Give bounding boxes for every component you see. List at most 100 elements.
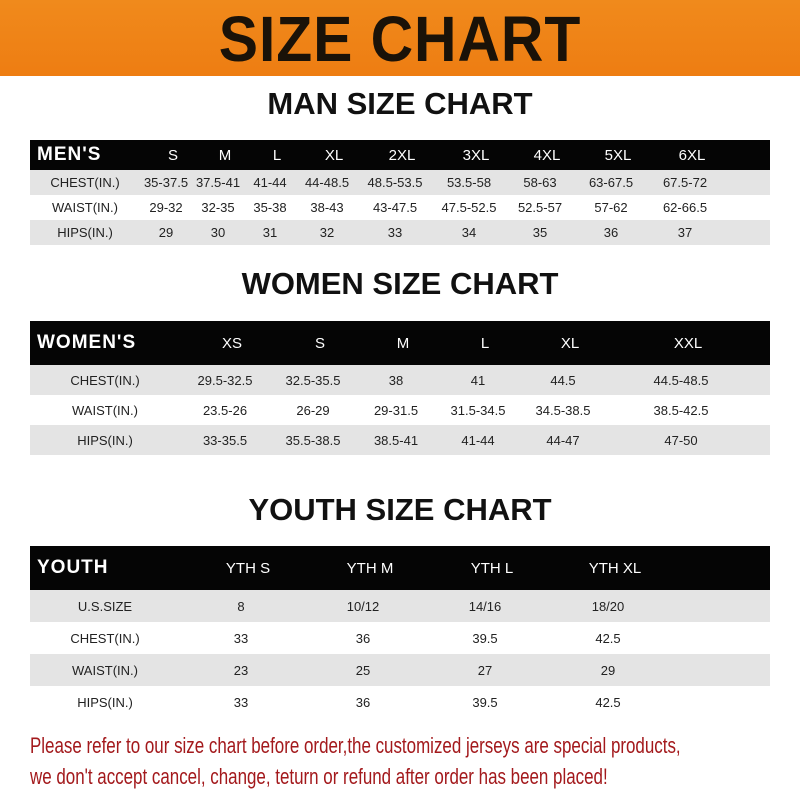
table-cell: YTH XL [588, 559, 642, 577]
table-cell: 44-48.5 [304, 175, 350, 190]
table-header-row: YOUTH YTH S YTH M YTH L YTH XL [30, 546, 770, 590]
table-cell: 44.5 [550, 372, 576, 388]
table-cell: S [167, 146, 178, 164]
table-cell: 33 [387, 225, 403, 240]
men-size-table: MEN'S S M L XL 2XL 3XL 4XL 5XL 6XL CHEST(IN.) 35-37… [30, 140, 770, 245]
table-cell: 36 [355, 630, 371, 646]
table-cell: 29.5-32.5 [197, 372, 253, 388]
table-cell: XL [324, 146, 344, 164]
table-cell: 36 [603, 225, 619, 240]
table-cell: 33 [233, 630, 249, 646]
table-cell: 2XL [388, 146, 416, 164]
table-header-row: MEN'S S M L XL 2XL 3XL 4XL 5XL 6XL [30, 140, 770, 170]
table-cell: 58-63 [523, 175, 557, 190]
table-cell: 42.5 [595, 694, 621, 710]
table-cell: 4XL [533, 146, 561, 164]
table-cell: 6XL [678, 146, 706, 164]
table-cell: 23 [233, 662, 249, 678]
order-note-line-1: Please refer to our size chart before or… [30, 733, 681, 758]
table-cell: 42.5 [595, 630, 621, 646]
table-row: HIPS(IN.) 33-35.5 35.5-38.5 38.5-41 41-44 44-… [30, 425, 770, 455]
table-cell: 32.5-35.5 [285, 372, 341, 388]
row-label: WOMEN'S [37, 332, 137, 353]
table-cell: 23.5-26 [202, 402, 248, 418]
table-cell: 26-29 [296, 402, 330, 418]
youth-size-table: YOUTH YTH S YTH M YTH L YTH XL U.S.SIZE 8 10/12… [30, 546, 770, 718]
table-cell: 27 [477, 662, 493, 678]
row-label: MEN'S [37, 144, 102, 165]
table-cell: 31.5-34.5 [450, 402, 506, 418]
table-row: WAIST(IN.) 23.5-26 26-29 29-31.5 31.5-34.5 34… [30, 395, 770, 425]
row-label: CHEST(IN.) [70, 372, 140, 388]
table-cell: 10/12 [346, 598, 380, 614]
table-cell: 38.5-42.5 [653, 402, 709, 418]
table-row: HIPS(IN.) 29 30 31 32 33 34 35 36 37 [30, 220, 770, 245]
table-cell: 44-47 [546, 432, 580, 448]
table-row: WAIST(IN.) 29-32 32-35 35-38 38-43 43-47.5 47.… [30, 195, 770, 220]
women-section-title: WOMEN SIZE CHART [241, 266, 559, 301]
table-cell: L [272, 146, 282, 164]
table-cell: 39.5 [472, 630, 498, 646]
table-cell: 8 [237, 598, 245, 614]
table-row: WAIST(IN.) 23 25 27 29 [30, 654, 770, 686]
table-cell: 63-67.5 [588, 175, 634, 190]
table-header-row: WOMEN'S XS S M L XL XXL [30, 321, 770, 365]
table-cell: 31 [262, 225, 278, 240]
table-row: HIPS(IN.) 33 36 39.5 42.5 [30, 686, 770, 718]
men-section-title: MAN SIZE CHART [267, 86, 533, 121]
table-cell: XS [221, 334, 242, 352]
table-cell: 62-66.5 [662, 200, 708, 215]
table-cell: 47.5-52.5 [441, 200, 497, 215]
table-cell: 29 [158, 225, 174, 240]
table-cell: L [480, 334, 490, 352]
women-size-table: WOMEN'S XS S M L XL XXL CHEST(IN.) 29.5-32.5 32.5… [30, 321, 770, 455]
table-cell: YTH M [346, 559, 394, 577]
table-cell: 47-50 [664, 432, 698, 448]
table-cell: XL [560, 334, 580, 352]
table-cell: 14/16 [468, 598, 502, 614]
table-cell: 41 [470, 372, 486, 388]
row-label: U.S.SIZE [77, 598, 133, 614]
table-cell: 43-47.5 [372, 200, 418, 215]
table-cell: 52.5-57 [517, 200, 563, 215]
row-label: CHEST(IN.) [70, 630, 140, 646]
table-cell: 34 [461, 225, 477, 240]
table-cell: 18/20 [591, 598, 625, 614]
table-cell: 34.5-38.5 [535, 402, 591, 418]
table-cell: 35.5-38.5 [285, 432, 341, 448]
table-cell: 44.5-48.5 [653, 372, 709, 388]
row-label: HIPS(IN.) [57, 225, 113, 240]
table-cell: 33-35.5 [202, 432, 248, 448]
row-label: WAIST(IN.) [52, 200, 118, 215]
table-cell: 32 [319, 225, 335, 240]
table-cell: 29-32 [149, 200, 183, 215]
title-banner: SIZE CHART [0, 0, 800, 76]
table-cell: 30 [210, 225, 226, 240]
table-cell: S [314, 334, 325, 352]
table-cell: YTH L [470, 559, 514, 577]
table-cell: 29-31.5 [373, 402, 419, 418]
table-cell: 67.5-72 [662, 175, 708, 190]
table-cell: 37.5-41 [195, 175, 241, 190]
table-cell: M [396, 334, 410, 352]
table-cell: M [218, 146, 232, 164]
row-label: CHEST(IN.) [50, 175, 120, 190]
table-cell: 48.5-53.5 [367, 175, 423, 190]
row-label: WAIST(IN.) [72, 662, 138, 678]
row-label: WAIST(IN.) [72, 402, 138, 418]
table-row: CHEST(IN.) 35-37.5 37.5-41 41-44 44-48.5 48.5… [30, 170, 770, 195]
table-cell: YTH S [225, 559, 271, 577]
table-cell: 35 [532, 225, 548, 240]
table-cell: 35-38 [253, 200, 287, 215]
table-cell: XXL [673, 334, 703, 352]
table-cell: 41-44 [461, 432, 495, 448]
table-cell: 38 [388, 372, 404, 388]
row-label: YOUTH [37, 557, 109, 578]
table-cell: 5XL [604, 146, 632, 164]
table-cell: 35-37.5 [143, 175, 189, 190]
row-label: HIPS(IN.) [77, 432, 133, 448]
table-cell: 25 [355, 662, 371, 678]
table-cell: 39.5 [472, 694, 498, 710]
table-cell: 38.5-41 [373, 432, 419, 448]
order-note-line-2: we don't accept cancel, change, teturn o… [30, 764, 608, 789]
